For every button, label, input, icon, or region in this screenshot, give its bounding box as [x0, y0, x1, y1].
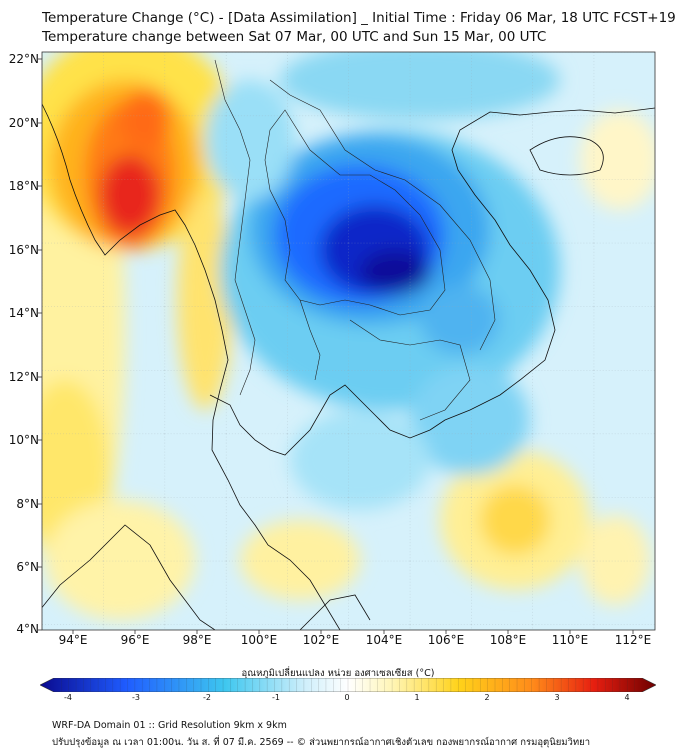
borders: [214, 59, 496, 421]
colorbar-tick: 2: [484, 693, 490, 702]
map-frame: [41, 51, 656, 631]
lat-label: 10°N: [8, 433, 39, 447]
lat-label: 6°N: [16, 560, 39, 574]
lon-label: 96°E: [120, 633, 150, 647]
lat-label: 18°N: [8, 179, 39, 193]
lon-label: 108°E: [489, 633, 527, 647]
lat-label: 20°N: [8, 116, 39, 130]
lon-label: 98°E: [182, 633, 212, 647]
lat-label: 12°N: [8, 370, 39, 384]
lon-label: 104°E: [365, 633, 403, 647]
colorbar-tick: 4: [624, 693, 630, 702]
lat-label: 8°N: [16, 497, 39, 511]
colorbar-tick: -2: [203, 693, 211, 702]
lon-label: 102°E: [302, 633, 340, 647]
colorbar: [40, 678, 656, 692]
lat-label: 4°N: [16, 622, 39, 636]
colorbar-label: อุณหภูมิเปลี่ยนแปลง หน่วย องศาเซลเซียส (…: [241, 668, 435, 679]
lon-label: 112°E: [614, 633, 652, 647]
axis-ticks: [38, 58, 634, 634]
colorbar-tick: 3: [554, 693, 560, 702]
temperature-field: [42, 52, 655, 630]
colorbar-tick: -3: [132, 693, 140, 702]
lat-label: 14°N: [8, 306, 39, 320]
lon-label: 110°E: [551, 633, 589, 647]
lat-label: 16°N: [8, 243, 39, 257]
map-title: Temperature Change (°C) - [Data Assimila…: [42, 10, 676, 26]
colorbar-tick: -4: [64, 693, 72, 702]
colorbar-tick: 0: [344, 693, 350, 702]
footer-info: WRF-DA Domain 01 :: Grid Resolution 9km …: [52, 720, 287, 731]
colorbar-tick: -1: [272, 693, 280, 702]
coastlines: [42, 103, 655, 630]
colorbar-tick: 1: [414, 693, 420, 702]
temperature-change-map: [38, 51, 656, 634]
lon-label: 94°E: [58, 633, 88, 647]
footer-credit: ปรับปรุงข้อมูล ณ เวลา 01:00น. วัน ส. ที่…: [52, 737, 591, 748]
map-subtitle: Temperature change between Sat 07 Mar, 0…: [42, 29, 547, 45]
lon-label: 100°E: [240, 633, 278, 647]
lon-label: 106°E: [427, 633, 465, 647]
lat-label: 22°N: [8, 52, 39, 66]
colorbar-gradient: [40, 678, 656, 692]
